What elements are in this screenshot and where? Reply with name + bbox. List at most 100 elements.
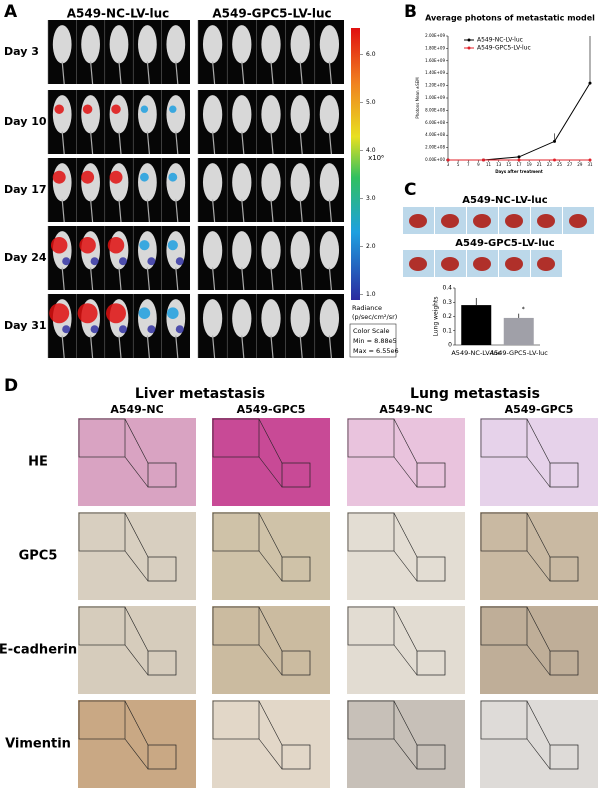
signal bbox=[62, 257, 71, 266]
mouse-tail bbox=[61, 61, 65, 85]
y-tick-label: 0.1 bbox=[442, 327, 452, 334]
mouse-tail bbox=[61, 335, 65, 359]
color-scale: Color Scale bbox=[353, 327, 390, 335]
colorbar-unit: x10⁶ bbox=[368, 154, 384, 162]
inset bbox=[78, 606, 126, 646]
zoom-line bbox=[393, 418, 418, 464]
photo-group: A549-NC-LV-luc bbox=[462, 195, 548, 206]
zoom-line bbox=[526, 456, 551, 488]
x-tick-label: 25 bbox=[557, 162, 563, 167]
x-tick-label: A549-NC-LV-luc bbox=[451, 349, 501, 357]
mouse-tail bbox=[175, 131, 179, 155]
mouse-tail bbox=[146, 335, 150, 359]
x-tick-label: 15 bbox=[506, 162, 512, 167]
zoom-line bbox=[526, 550, 551, 582]
x-tick-label: 5 bbox=[457, 162, 460, 167]
mouse-tail bbox=[299, 131, 303, 155]
group-label: A549-GPC5-LV-luc bbox=[212, 7, 331, 21]
zoom-line bbox=[258, 700, 283, 746]
zoom-box bbox=[281, 650, 311, 676]
panel-label: B bbox=[404, 2, 417, 22]
row-label: GPC5 bbox=[19, 549, 58, 564]
signal bbox=[82, 104, 93, 114]
annotation: * bbox=[522, 306, 525, 313]
mouse bbox=[202, 25, 223, 64]
point bbox=[517, 155, 521, 159]
zoom-line bbox=[258, 606, 283, 652]
mouse bbox=[232, 163, 252, 202]
signal bbox=[90, 257, 99, 266]
inset bbox=[212, 512, 260, 552]
mouse bbox=[52, 95, 72, 134]
mouse-tail bbox=[90, 267, 94, 291]
mouse-tail bbox=[175, 61, 179, 85]
colorbar-tick-label: 3.0 bbox=[366, 195, 376, 202]
colorbar-tick-label: 2.0 bbox=[366, 243, 376, 250]
mouse-tail bbox=[241, 267, 245, 291]
mouse bbox=[261, 299, 281, 338]
row-label: E-cadherin bbox=[0, 643, 77, 658]
legend-marker bbox=[467, 38, 471, 42]
signal bbox=[90, 325, 99, 334]
colorbar-tick-label: 5.0 bbox=[366, 99, 376, 106]
mouse bbox=[290, 163, 310, 202]
mouse bbox=[290, 231, 310, 270]
y-tick-label: 1.60E+09 bbox=[425, 58, 445, 63]
mouse bbox=[319, 25, 340, 64]
mouse-tail bbox=[146, 131, 150, 155]
mouse bbox=[166, 95, 186, 134]
colorbar-tick-label: 1.0 bbox=[366, 291, 376, 298]
mouse bbox=[202, 299, 223, 338]
radiance-unit: (p/sec/cm²/sr) bbox=[352, 313, 397, 321]
mouse-tail bbox=[328, 199, 332, 223]
mouse-tail bbox=[212, 267, 216, 291]
zoom-line bbox=[393, 738, 418, 770]
radiance: Radiance bbox=[352, 304, 382, 312]
signal bbox=[168, 172, 178, 182]
zoom-line bbox=[124, 550, 149, 582]
lung bbox=[505, 257, 523, 271]
lung bbox=[441, 257, 459, 271]
y-tick-label: 2.00E+09 bbox=[425, 33, 445, 38]
mouse-tail bbox=[61, 267, 65, 291]
zoom-box bbox=[549, 744, 579, 770]
panel-label: C bbox=[404, 180, 416, 200]
signal bbox=[81, 170, 95, 184]
zoom-box bbox=[416, 744, 446, 770]
mouse-tail bbox=[175, 267, 179, 291]
row-label: Vimentin bbox=[5, 737, 71, 752]
x-tick-label: 17 bbox=[516, 162, 522, 167]
legend-label: A549-NC-LV-luc bbox=[477, 37, 523, 44]
inset bbox=[347, 512, 395, 552]
mouse-tail bbox=[118, 199, 122, 223]
zoom-line bbox=[258, 418, 283, 464]
day-label: Day 10 bbox=[4, 115, 47, 128]
zoom-line bbox=[124, 418, 149, 464]
mouse-tail bbox=[299, 267, 303, 291]
y-tick-label: 8.00E+08 bbox=[425, 107, 445, 112]
zoom-line bbox=[393, 550, 418, 582]
zoom-line bbox=[393, 512, 418, 558]
signal bbox=[109, 170, 123, 184]
mouse-tail bbox=[175, 199, 179, 223]
panel-label: A bbox=[4, 2, 18, 22]
section-title: Lung metastasis bbox=[410, 386, 540, 402]
y-tick-label: 1.40E+09 bbox=[425, 70, 445, 75]
colorbar bbox=[351, 28, 360, 300]
mouse-tail bbox=[118, 267, 122, 291]
signal bbox=[106, 303, 126, 324]
point bbox=[553, 158, 556, 162]
mouse-tail bbox=[146, 61, 150, 85]
signal bbox=[167, 307, 179, 320]
x-tick-label: 21 bbox=[537, 162, 543, 167]
mouse-tail bbox=[118, 131, 122, 155]
y-tick-label: 6.00E+08 bbox=[425, 120, 445, 125]
inset bbox=[212, 700, 260, 740]
lung bbox=[409, 214, 427, 228]
panel-label: D bbox=[4, 376, 18, 396]
signal bbox=[119, 325, 127, 334]
x-tick-label: 27 bbox=[567, 162, 573, 167]
lung bbox=[569, 214, 587, 228]
x-tick-label: 7 bbox=[467, 162, 470, 167]
zoom-line bbox=[526, 700, 551, 746]
